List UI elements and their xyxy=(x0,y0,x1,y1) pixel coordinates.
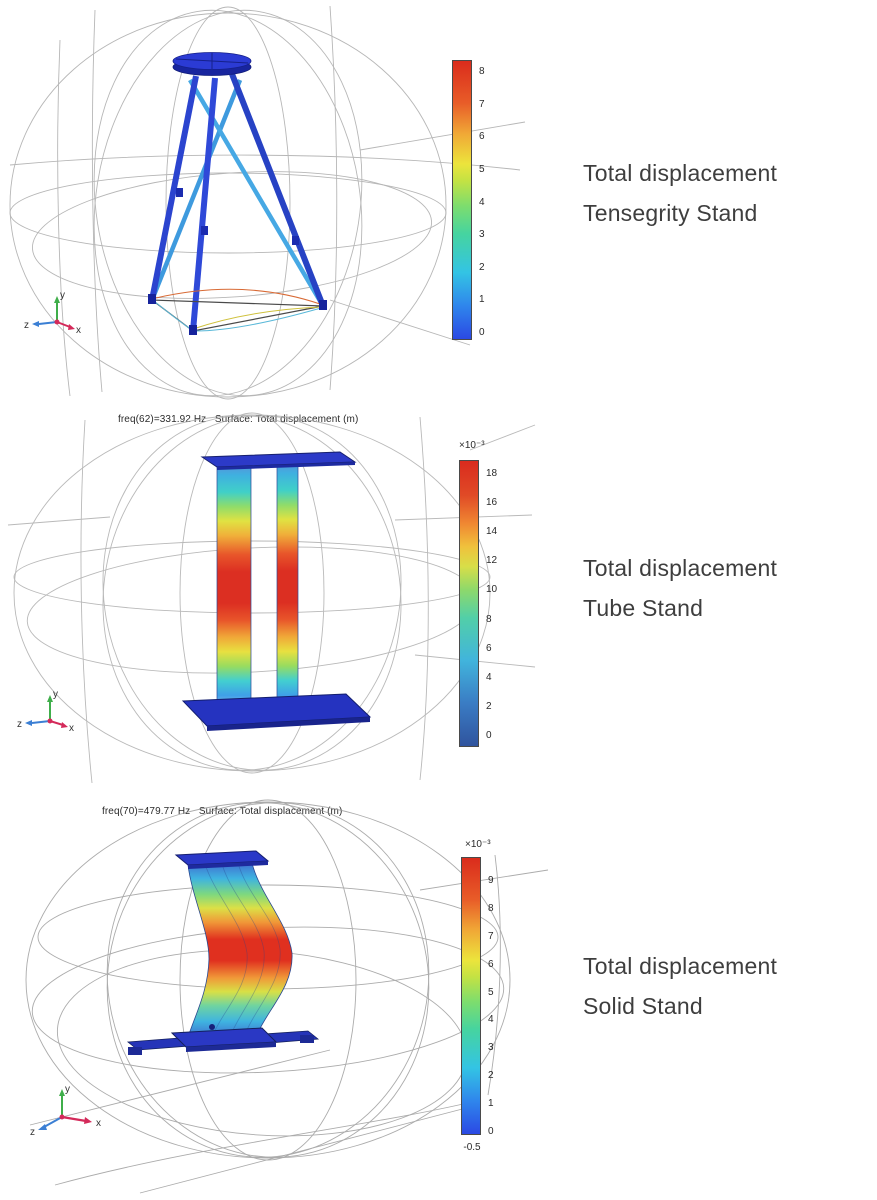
colorbar-min-label: -0.5 xyxy=(463,1142,481,1153)
tick-label: 1 xyxy=(479,294,485,306)
colorbar-exponent-tube: ×10⁻³ xyxy=(459,440,485,451)
solid-figure: y z x xyxy=(25,799,549,1194)
axis-label-y: y xyxy=(53,689,58,700)
caption-line-1: Total displacement xyxy=(583,555,778,581)
axis-label-z: z xyxy=(30,1127,35,1138)
plot-title-solid: freq(70)=479.77 Hz Surface: Total displa… xyxy=(102,806,343,817)
axis-label-z: z xyxy=(24,320,29,331)
tick-label: 5 xyxy=(488,986,494,998)
tick-label: 1 xyxy=(488,1098,494,1109)
tick-label: 2 xyxy=(479,261,485,273)
colorbar-tensegrity xyxy=(452,60,472,340)
tick-label: 8 xyxy=(486,613,492,625)
solid-stand-model xyxy=(126,850,320,1055)
tick-label: 12 xyxy=(486,555,498,567)
tick-label: 2 xyxy=(486,700,492,712)
tick-label: 4 xyxy=(488,1014,494,1026)
tensegrity-figure: y z x xyxy=(9,5,526,400)
wireframe-sphere xyxy=(9,5,526,400)
caption-tensegrity: Total displacement Tensegrity Stand xyxy=(583,153,777,233)
tick-label: 0 xyxy=(488,1125,494,1137)
axis-label-y: y xyxy=(65,1084,70,1095)
tick-label: 6 xyxy=(486,642,492,654)
tick-label: 9 xyxy=(488,875,494,886)
tick-label: 8 xyxy=(479,66,485,77)
caption-line-2: Solid Stand xyxy=(583,993,703,1019)
tensegrity-stand-model xyxy=(148,52,327,335)
tick-label: 3 xyxy=(488,1042,494,1054)
axis-label-y: y xyxy=(60,290,65,301)
axis-triad: y z x xyxy=(17,689,74,734)
tick-label: 4 xyxy=(479,196,485,208)
colorbar-ticks-tube: 18 16 14 12 10 8 6 4 2 0 xyxy=(486,469,497,741)
colorbar-ticks-tensegrity: 8 7 6 5 4 3 2 1 0 xyxy=(479,67,485,338)
tick-label: 3 xyxy=(479,229,485,241)
tick-label: 0 xyxy=(486,729,492,741)
tick-label: 5 xyxy=(479,163,485,175)
caption-line-1: Total displacement xyxy=(583,160,778,186)
axis-triad: y z x xyxy=(24,290,81,336)
colorbar-tube xyxy=(459,460,479,747)
axis-label-x: x xyxy=(69,723,74,734)
tick-label: 10 xyxy=(486,584,498,596)
tick-label: 18 xyxy=(486,468,498,479)
colorbar-exponent-solid: ×10⁻³ xyxy=(465,839,491,850)
tick-label: 2 xyxy=(488,1070,494,1082)
tick-label: 16 xyxy=(486,497,498,509)
axis-label-x: x xyxy=(76,325,81,336)
colorbar-solid xyxy=(461,857,481,1135)
tick-label: 7 xyxy=(479,98,485,110)
tick-label: 6 xyxy=(488,958,494,970)
caption-tube: Total displacement Tube Stand xyxy=(583,548,777,628)
tick-label: 8 xyxy=(488,902,494,914)
tube-figure: y z x xyxy=(7,412,536,784)
tube-stand-model xyxy=(181,451,372,731)
caption-line-2: Tube Stand xyxy=(583,595,704,621)
caption-line-1: Total displacement xyxy=(583,953,778,979)
caption-line-2: Tensegrity Stand xyxy=(583,200,758,226)
wireframe-sphere xyxy=(7,412,536,784)
caption-solid: Total displacement Solid Stand xyxy=(583,946,777,1026)
tick-label: 7 xyxy=(488,930,494,942)
tick-label: 14 xyxy=(486,526,498,538)
tick-label: 4 xyxy=(486,671,492,683)
axis-label-z: z xyxy=(17,719,22,730)
colorbar-ticks-solid: 9 8 7 6 5 4 3 2 1 0 xyxy=(488,876,494,1137)
tick-label: 0 xyxy=(479,327,485,338)
tick-label: 6 xyxy=(479,131,485,143)
axis-label-x: x xyxy=(96,1118,101,1129)
axis-triad: y z x xyxy=(30,1084,101,1138)
